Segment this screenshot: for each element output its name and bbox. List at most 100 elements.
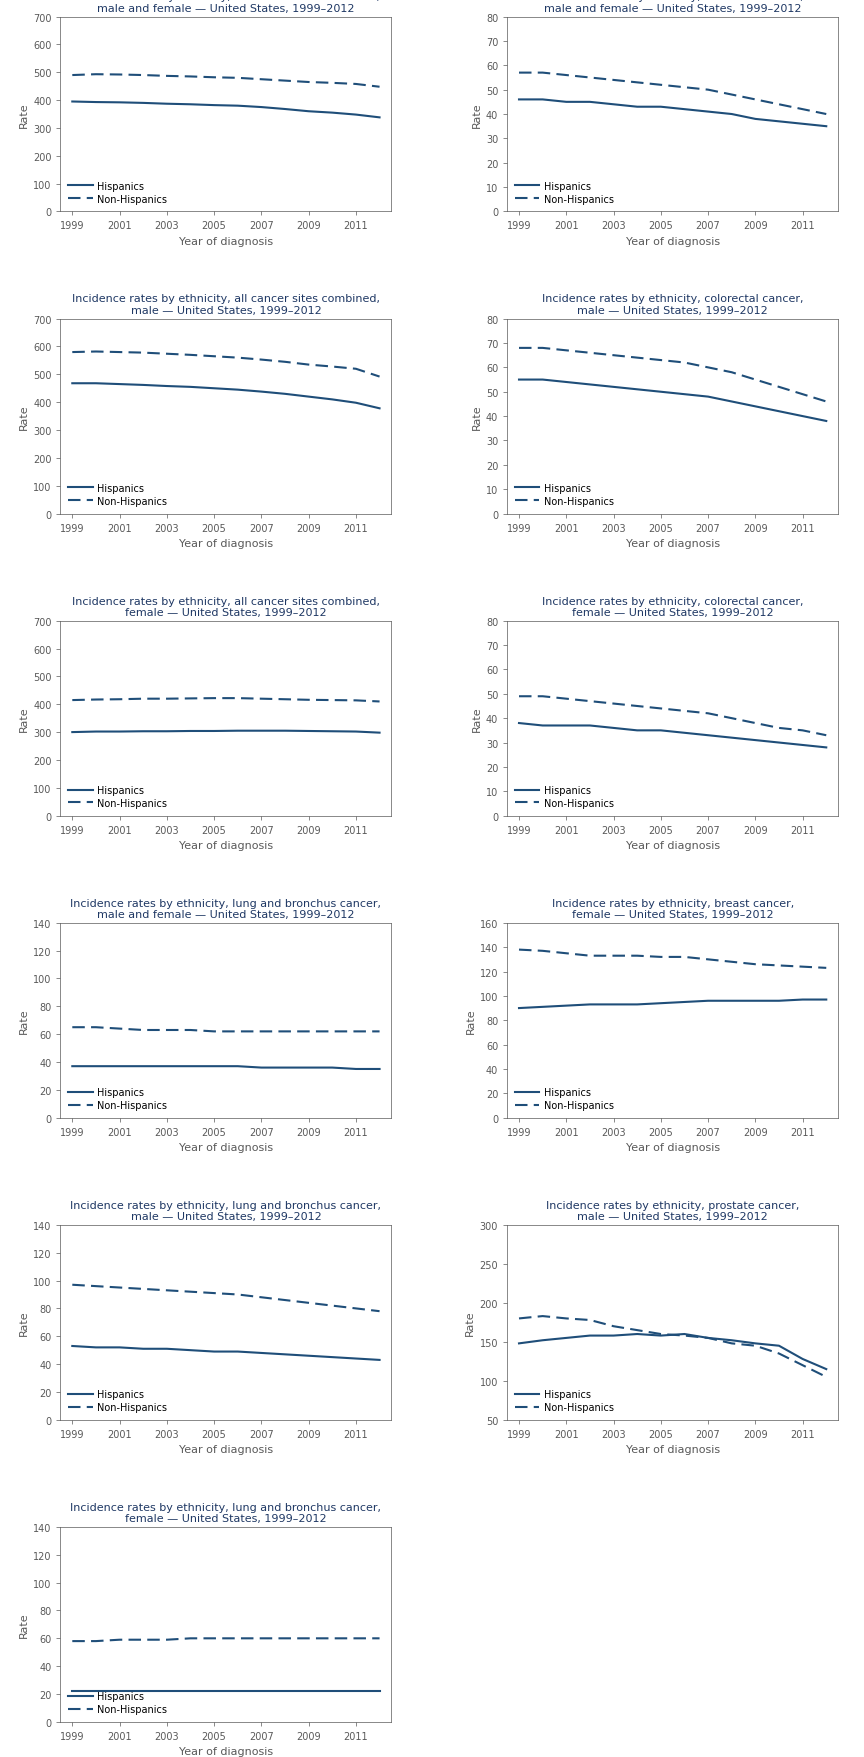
X-axis label: Year of diagnosis: Year of diagnosis: [179, 1444, 273, 1455]
Non-Hispanics: [750, 954, 760, 975]
Non-Hispanics: [703, 358, 714, 380]
Non-Hispanics: [138, 1279, 149, 1300]
Non-Hispanics: [632, 72, 642, 93]
Non-Hispanics: [351, 74, 361, 95]
Non-Hispanics: [608, 1316, 619, 1337]
Title: Incidence rates by ethnicity, lung and bronchus cancer,
male — United States, 19: Incidence rates by ethnicity, lung and b…: [71, 1200, 381, 1221]
Hispanics: [114, 1337, 124, 1358]
Line: Non-Hispanics: Non-Hispanics: [519, 1316, 826, 1377]
X-axis label: Year of diagnosis: Year of diagnosis: [179, 1746, 273, 1757]
Non-Hispanics: [774, 378, 785, 399]
Hispanics: [232, 380, 243, 401]
Non-Hispanics: [656, 1323, 666, 1344]
Non-Hispanics: [703, 703, 714, 724]
Title: Incidence rates by ethnicity, breast cancer,
female — United States, 1999–2012: Incidence rates by ethnicity, breast can…: [551, 898, 794, 919]
Non-Hispanics: [374, 367, 384, 388]
Non-Hispanics: [162, 689, 172, 710]
Non-Hispanics: [114, 65, 124, 86]
Hispanics: [374, 1059, 384, 1081]
Non-Hispanics: [209, 1627, 219, 1648]
Line: Non-Hispanics: Non-Hispanics: [73, 1284, 379, 1311]
Non-Hispanics: [774, 1342, 785, 1363]
Non-Hispanics: [351, 1298, 361, 1320]
Hispanics: [374, 107, 384, 128]
Non-Hispanics: [561, 944, 571, 965]
Non-Hispanics: [185, 1019, 195, 1040]
Title: Incidence rates by ethnicity, all cancer sites combined,
male and female — Unite: Incidence rates by ethnicity, all cancer…: [72, 0, 380, 14]
Non-Hispanics: [162, 1019, 172, 1040]
Non-Hispanics: [162, 344, 172, 365]
Non-Hispanics: [138, 1019, 149, 1040]
Hispanics: [67, 1056, 78, 1077]
Non-Hispanics: [632, 1320, 642, 1341]
Hispanics: [821, 989, 831, 1010]
Hispanics: [585, 1325, 595, 1346]
Non-Hispanics: [232, 1284, 243, 1305]
Hispanics: [257, 381, 267, 402]
Hispanics: [303, 1058, 314, 1079]
Hispanics: [656, 97, 666, 118]
Y-axis label: Rate: Rate: [472, 706, 481, 731]
Hispanics: [656, 381, 666, 402]
Hispanics: [821, 1358, 831, 1379]
Non-Hispanics: [138, 689, 149, 710]
Non-Hispanics: [750, 1335, 760, 1356]
Hispanics: [514, 713, 524, 734]
Hispanics: [608, 1325, 619, 1346]
Non-Hispanics: [209, 689, 219, 710]
Hispanics: [114, 722, 124, 743]
Hispanics: [703, 726, 714, 747]
Non-Hispanics: [209, 346, 219, 367]
Non-Hispanics: [138, 65, 149, 86]
Hispanics: [232, 1341, 243, 1362]
Non-Hispanics: [232, 1627, 243, 1648]
Line: Hispanics: Hispanics: [73, 385, 379, 409]
Hispanics: [67, 1335, 78, 1356]
Non-Hispanics: [303, 72, 314, 93]
Legend: Hispanics, Non-Hispanics: Hispanics, Non-Hispanics: [512, 1386, 617, 1414]
Y-axis label: Rate: Rate: [19, 706, 29, 731]
Non-Hispanics: [656, 699, 666, 720]
Non-Hispanics: [232, 1021, 243, 1042]
Non-Hispanics: [703, 81, 714, 102]
Hispanics: [162, 1056, 172, 1077]
Hispanics: [114, 1056, 124, 1077]
Hispanics: [514, 998, 524, 1019]
Non-Hispanics: [303, 1293, 314, 1314]
Hispanics: [797, 989, 808, 1010]
Hispanics: [703, 387, 714, 408]
Hispanics: [162, 722, 172, 743]
Hispanics: [303, 720, 314, 741]
Line: Non-Hispanics: Non-Hispanics: [73, 353, 379, 378]
Y-axis label: Rate: Rate: [19, 102, 29, 128]
Non-Hispanics: [67, 65, 78, 86]
Hispanics: [537, 90, 548, 111]
Non-Hispanics: [67, 691, 78, 712]
Non-Hispanics: [514, 337, 524, 358]
Legend: Hispanics, Non-Hispanics: Hispanics, Non-Hispanics: [66, 1084, 170, 1114]
Hispanics: [679, 1323, 689, 1344]
Non-Hispanics: [162, 1281, 172, 1302]
Hispanics: [632, 380, 642, 401]
Non-Hispanics: [585, 691, 595, 712]
Hispanics: [257, 97, 267, 118]
Hispanics: [114, 374, 124, 395]
Line: Hispanics: Hispanics: [519, 1334, 826, 1369]
Hispanics: [351, 722, 361, 743]
Hispanics: [257, 720, 267, 741]
Hispanics: [537, 1330, 548, 1351]
Non-Hispanics: [821, 726, 831, 747]
Non-Hispanics: [162, 67, 172, 88]
Hispanics: [514, 1334, 524, 1355]
Hispanics: [679, 100, 689, 121]
Hispanics: [303, 102, 314, 123]
Non-Hispanics: [585, 1309, 595, 1330]
Hispanics: [232, 720, 243, 741]
Hispanics: [351, 1059, 361, 1081]
Non-Hispanics: [257, 689, 267, 710]
X-axis label: Year of diagnosis: Year of diagnosis: [179, 1142, 273, 1153]
Non-Hispanics: [679, 353, 689, 374]
Hispanics: [374, 1681, 384, 1703]
Hispanics: [727, 1330, 737, 1351]
Hispanics: [774, 991, 785, 1012]
